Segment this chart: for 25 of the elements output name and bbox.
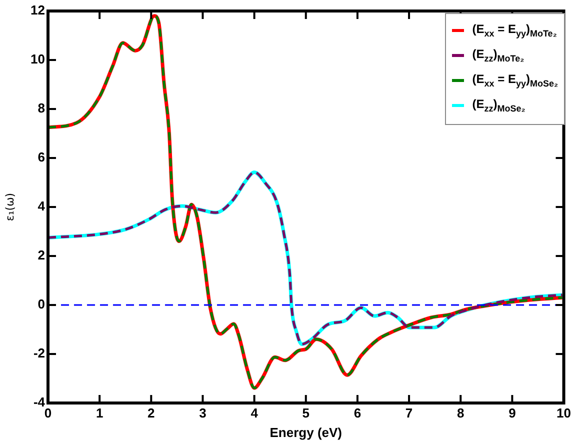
legend-label: (E$_{xx}$ = E$_{yy}$)$_{MoTe₂}$ xyxy=(472,22,557,39)
legend-label: (E$_{zz}$)$_{MoSe₂}$ xyxy=(472,97,526,114)
y-tick-label: -4 xyxy=(33,394,46,410)
y-tick-label: 2 xyxy=(38,248,45,263)
x-tick-label: 9 xyxy=(508,405,516,420)
y-tick-label: 0 xyxy=(38,296,45,312)
x-tick-label: 10 xyxy=(556,405,572,420)
y-tick-label: 6 xyxy=(38,150,45,165)
y-tick-label: -2 xyxy=(33,346,45,361)
y-tick-label: 10 xyxy=(30,52,45,67)
y-tick-label: 4 xyxy=(38,198,46,214)
x-tick-label: 4 xyxy=(250,405,259,420)
legend-label: (E$_{xx}$ = E$_{yy}$)$_{MoSe₂}$ xyxy=(472,72,558,89)
y-tick-label: 8 xyxy=(38,100,45,116)
y-tick-label: 12 xyxy=(30,2,45,18)
legend-label: (E$_{zz}$)$_{MoTe₂}$ xyxy=(472,47,524,64)
x-tick-label: 7 xyxy=(405,405,413,420)
x-tick-label: 5 xyxy=(302,405,310,420)
x-tick-label: 6 xyxy=(354,405,362,420)
x-tick-label: 3 xyxy=(199,405,206,420)
x-tick-label: 2 xyxy=(148,405,155,420)
y-axis-title: ε₁(ω) xyxy=(3,192,16,222)
x-axis-title: Energy (eV) xyxy=(270,424,342,440)
x-tick-label: 1 xyxy=(96,405,104,420)
x-tick-label: 8 xyxy=(457,405,464,420)
